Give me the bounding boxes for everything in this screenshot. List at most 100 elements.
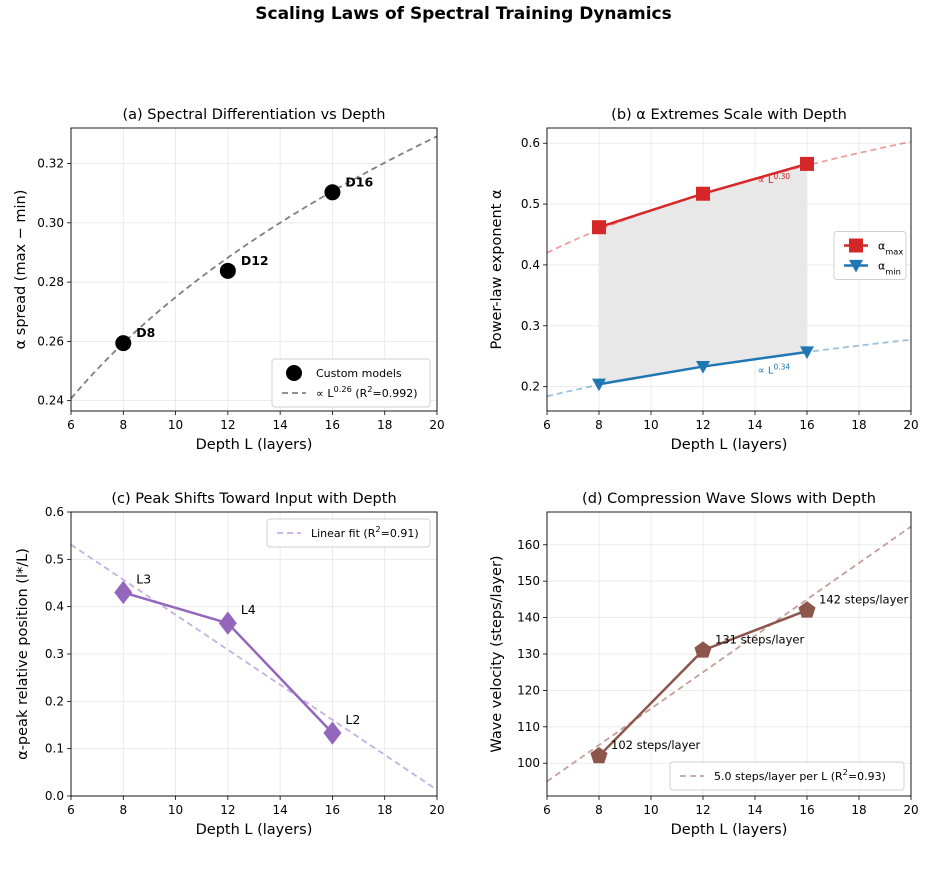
legend-swatch xyxy=(286,365,302,381)
y-tick-label: 0.1 xyxy=(45,742,64,756)
x-tick-label: 12 xyxy=(220,418,235,432)
data-point xyxy=(590,746,608,764)
x-tick-label: 20 xyxy=(429,418,444,432)
x-tick-label: 18 xyxy=(377,418,392,432)
data-point xyxy=(696,186,710,201)
x-tick-label: 10 xyxy=(643,418,658,432)
x-tick-label: 6 xyxy=(67,418,75,432)
fit-annotation: ∝ L0.30 xyxy=(758,171,791,186)
data-point xyxy=(592,378,606,392)
panel-title: (a) Spectral Differentiation vs Depth xyxy=(122,107,385,123)
y-axis-label: Wave velocity (steps/layer) xyxy=(489,555,505,752)
chart-panel-b: 6 8 10 12 14 16 18 20 0.2 0.3 0.4 0.5 0.6 (b) α Extre… xyxy=(489,107,919,453)
plot-area xyxy=(71,135,437,400)
x-tick-label: 12 xyxy=(695,418,710,432)
point-label: D16 xyxy=(345,174,373,189)
y-axis-label: α spread (max − min) xyxy=(13,190,29,350)
data-point xyxy=(114,580,133,605)
x-tick-label: 20 xyxy=(429,803,444,817)
x-tick-label: 6 xyxy=(543,418,551,432)
y-tick-label: 0.24 xyxy=(37,394,64,408)
x-tick-label: 8 xyxy=(119,803,127,817)
y-tick-label: 0.28 xyxy=(37,275,64,289)
point-label: L2 xyxy=(345,712,360,727)
axes: 6 8 10 12 14 16 18 20 0.0 0.1 0.2 0.3 0.4 0.5 0.6 xyxy=(45,505,445,817)
panel-title: (d) Compression Wave Slows with Depth xyxy=(582,491,876,507)
y-tick-label: 0.4 xyxy=(45,600,64,614)
point-label: D8 xyxy=(136,325,155,340)
x-tick-label: 20 xyxy=(903,803,918,817)
legend-label: Linear fit (R2=0.91) xyxy=(311,524,419,540)
fit-line xyxy=(71,135,437,400)
data-point xyxy=(324,184,341,201)
figure-title: Scaling Laws of Spectral Training Dynami… xyxy=(255,4,672,24)
legend-label: 5.0 steps/layer per L (R2=0.93) xyxy=(714,767,886,783)
fit-annotation: ∝ L0.34 xyxy=(758,362,791,377)
y-tick-label: 150 xyxy=(517,574,540,588)
x-tick-label: 16 xyxy=(799,803,814,817)
plot-frame xyxy=(70,511,438,797)
y-tick-label: 130 xyxy=(517,647,540,661)
fit-line xyxy=(547,525,911,783)
y-axis-label: Power-law exponent α xyxy=(489,189,505,349)
axes: 6 8 10 12 14 16 18 20 0.24 0.26 0.28 0.30 0.32 xyxy=(37,157,444,432)
plot-overlay: L3 L4 L2 xyxy=(114,571,360,745)
legend: αmax αmin xyxy=(833,231,907,280)
data-point xyxy=(219,262,236,279)
point-label: 131 steps/layer xyxy=(715,632,804,646)
plot-overlay: D8 D12 D16 xyxy=(115,174,374,352)
data-point xyxy=(800,156,814,171)
x-tick-label: 12 xyxy=(220,803,235,817)
y-tick-label: 0.2 xyxy=(45,694,64,708)
legend: Custom models ∝ L0.26 (R2=0.992) xyxy=(271,358,431,408)
x-tick-label: 14 xyxy=(273,803,288,817)
x-tick-label: 6 xyxy=(543,803,551,817)
y-tick-label: 0.5 xyxy=(521,197,540,211)
y-tick-label: 0.2 xyxy=(521,380,540,394)
point-label: L4 xyxy=(241,602,256,617)
panel-title: (b) α Extremes Scale with Depth xyxy=(611,107,847,123)
point-label: 142 steps/layer xyxy=(819,592,908,606)
x-tick-label: 20 xyxy=(903,418,918,432)
y-tick-label: 0.0 xyxy=(45,789,64,803)
point-label: D12 xyxy=(241,253,269,268)
gridlines xyxy=(70,128,438,411)
x-tick-label: 14 xyxy=(747,418,762,432)
x-tick-label: 8 xyxy=(119,418,127,432)
legend-swatch xyxy=(849,259,863,273)
x-tick-label: 18 xyxy=(851,418,866,432)
x-tick-label: 6 xyxy=(67,803,75,817)
y-tick-label: 0.4 xyxy=(521,258,540,272)
plot-area xyxy=(71,543,437,791)
y-tick-label: 0.26 xyxy=(37,334,64,348)
shaded-region xyxy=(599,163,807,385)
x-tick-label: 14 xyxy=(273,418,288,432)
data-point xyxy=(798,601,816,618)
x-tick-label: 16 xyxy=(325,418,340,432)
x-tick-label: 18 xyxy=(851,803,866,817)
plot-frame xyxy=(546,127,912,412)
x-tick-label: 8 xyxy=(595,803,603,817)
x-axis-label: Depth L (layers) xyxy=(196,822,313,838)
data-point xyxy=(696,360,710,374)
legend-swatch xyxy=(849,238,863,253)
chart-panel-d: 6 8 10 12 14 16 18 20 100 110 120 130 140 150 160 (d) C… xyxy=(489,491,919,838)
legend-box xyxy=(266,518,431,548)
plot-overlay: 102 steps/layer 131 steps/layer 142 steps/… xyxy=(590,592,908,764)
data-point xyxy=(592,220,606,235)
x-tick-label: 12 xyxy=(695,803,710,817)
y-tick-label: 0.3 xyxy=(521,319,540,333)
y-tick-label: 0.32 xyxy=(37,157,64,171)
x-tick-label: 8 xyxy=(595,418,603,432)
legend-label: αmin xyxy=(878,260,901,277)
legend-label: αmax xyxy=(878,240,903,257)
y-tick-label: 160 xyxy=(517,538,540,552)
point-label: 102 steps/layer xyxy=(611,738,700,752)
y-tick-label: 110 xyxy=(517,720,540,734)
plot-frame xyxy=(70,127,438,412)
plot-frame xyxy=(546,511,912,797)
y-tick-label: 0.6 xyxy=(521,136,540,150)
y-tick-label: 100 xyxy=(517,756,540,770)
x-tick-label: 10 xyxy=(168,803,183,817)
panel-title: (c) Peak Shifts Toward Input with Depth xyxy=(111,491,396,507)
